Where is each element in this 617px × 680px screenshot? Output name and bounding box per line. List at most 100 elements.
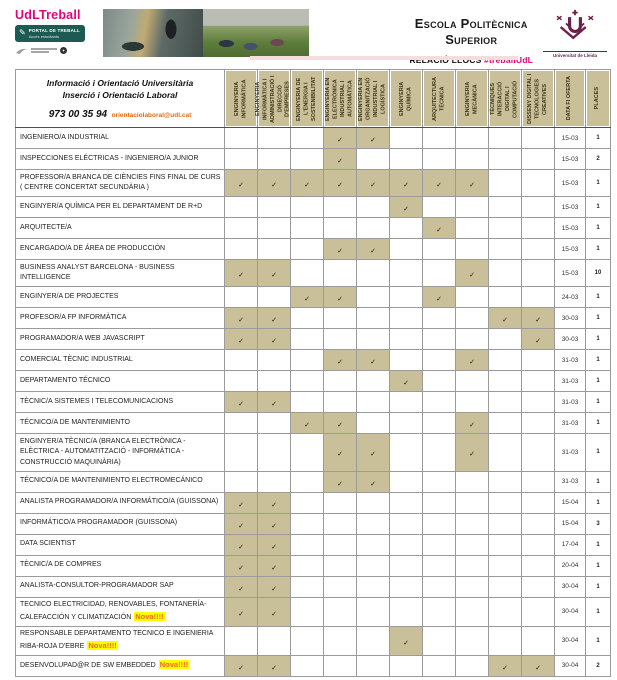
table-row: PROFESSOR/A BRANCA DE CIÈNCIES FINS FINA… (15, 169, 611, 197)
check-cell-empty (356, 148, 390, 170)
checkmark-icon: ✓ (469, 182, 475, 189)
check-cell-empty (389, 654, 423, 677)
check-cell-empty (389, 491, 423, 514)
check-cell-empty (356, 554, 390, 577)
table-row: ARQUITECTE/A ✓ 15-03 1 (15, 217, 611, 239)
offer-end-date: 24-03 (554, 286, 586, 308)
table-row: DEPARTAMENTO TÉCNICO ✓ 31-03 1 (15, 370, 611, 392)
check-cell-empty (323, 370, 357, 392)
offer-places: 1 (585, 596, 611, 627)
offers-table-body: INGENIERO/A INDUSTRIAL ✓ ✓ 15-03 1 INSPECCION… (15, 127, 611, 677)
checkmark-icon: ✓ (304, 422, 310, 429)
university-logo-block: Universitat de Lleida (543, 9, 607, 58)
checkmark-icon: ✓ (337, 158, 343, 165)
check-cell-empty (224, 370, 258, 392)
udl-treball-logo: UdLTreball (15, 8, 81, 22)
check-cell-checked: ✓ (521, 328, 555, 350)
table-row: PROGRAMADOR/A WEB JAVASCRIPT ✓ ✓ ✓ 30-03 1 (15, 328, 611, 350)
check-cell-checked: ✓ (389, 625, 423, 656)
check-cell-empty (521, 391, 555, 413)
check-cell-empty (356, 196, 390, 218)
checkmark-icon: ✓ (337, 296, 343, 303)
checkmark-icon: ✓ (271, 564, 277, 572)
offer-end-date: 31-03 (554, 470, 586, 493)
check-cell-empty (323, 391, 357, 413)
header-right: Escola Politècnica Superior RELACIÓ LLOC… (409, 9, 607, 65)
check-cell-empty (422, 127, 456, 149)
check-cell-checked: ✓ (422, 217, 456, 239)
check-cell-empty (290, 349, 324, 371)
offer-title: COMERCIAL TÈCNIC INDUSTRIAL (20, 355, 133, 363)
checkmark-icon: ✓ (337, 422, 343, 429)
offer-title-cell: RESPONSABLE DEPARTAMENTO TECNICO E INGEN… (15, 625, 225, 656)
check-cell-checked: ✓ (290, 286, 324, 308)
offer-places: 10 (585, 259, 611, 287)
check-cell-empty (389, 433, 423, 472)
check-cell-empty (521, 575, 555, 598)
offer-title-cell: ARQUITECTE/A (15, 217, 225, 239)
check-cell-empty (290, 238, 324, 260)
offer-title-cell: INSPECCIONES ELÉCTRICAS - INGENIERO/A JU… (15, 148, 225, 170)
checkmark-icon: ✓ (238, 501, 244, 509)
check-cell-checked: ✓ (290, 412, 324, 434)
check-cell-empty (224, 148, 258, 170)
checkmark-icon: ✓ (370, 248, 376, 255)
check-cell-empty (422, 654, 456, 677)
column-header-degree-1: Enginyeria Informàtica (224, 69, 258, 128)
table-row: RESPONSABLE DEPARTAMENTO TECNICO E INGEN… (15, 625, 611, 656)
offer-end-date: 15-03 (554, 196, 586, 218)
offer-places: 1 (585, 238, 611, 260)
check-cell-empty (356, 217, 390, 239)
check-cell-checked: ✓ (323, 148, 357, 170)
table-row: DESENVOLUPAD@R DE SW EMBEDDED Nova!!!! ✓ ✓ ✓… (15, 654, 611, 677)
column-header-degree-2: Enginyeria Informàtica i Administració i… (255, 69, 291, 128)
check-cell-empty (389, 259, 423, 287)
check-cell-empty (521, 286, 555, 308)
check-cell-empty (257, 127, 291, 149)
checkmark-icon: ✓ (271, 522, 277, 530)
offer-end-date: 31-03 (554, 433, 586, 472)
check-cell-empty (356, 491, 390, 514)
check-cell-empty (257, 148, 291, 170)
check-cell-empty (422, 307, 456, 329)
offer-title-cell: TÉCNICO/A DE MANTENIMIENTO (15, 412, 225, 434)
checkmark-icon: ✓ (370, 451, 376, 459)
check-cell-empty (389, 512, 423, 535)
column-header-label: Enginyeria Química (398, 81, 412, 116)
column-header-places: Places (585, 69, 611, 128)
offer-title: ARQUITECTE/A (20, 223, 72, 231)
table-row: PROFESOR/A FP INFORMÀTICA ✓ ✓ ✓ ✓ 30-03 1 (15, 307, 611, 329)
check-cell-checked: ✓ (356, 433, 390, 472)
check-cell-empty (521, 169, 555, 197)
check-cell-empty (521, 349, 555, 371)
check-cell-checked: ✓ (356, 127, 390, 149)
check-cell-empty (356, 391, 390, 413)
offer-end-date: 30-04 (554, 596, 586, 627)
check-cell-empty (290, 217, 324, 239)
offer-end-date: 15-03 (554, 169, 586, 197)
check-cell-empty (455, 554, 489, 577)
udl-mini-logo-text (31, 47, 57, 54)
check-cell-checked: ✓ (323, 470, 357, 493)
check-cell-empty (323, 554, 357, 577)
check-cell-empty (422, 412, 456, 434)
column-header-label: Arquitectura Tècnica (431, 76, 445, 121)
checkmark-icon: ✓ (271, 338, 277, 345)
check-cell-empty (455, 238, 489, 260)
check-cell-empty (290, 491, 324, 514)
offer-title-cell: ANALISTA PROGRAMADOR/A INFORMÁTICO/A (GU… (15, 491, 225, 514)
check-cell-checked: ✓ (257, 307, 291, 329)
checkmark-icon: ✓ (370, 137, 376, 144)
offer-places: 1 (585, 127, 611, 149)
checkmark-icon: ✓ (271, 182, 277, 189)
checkmark-icon: ✓ (370, 182, 376, 189)
check-cell-empty (521, 433, 555, 472)
offer-title: DEPARTAMENTO TÉCNICO (20, 376, 111, 384)
check-cell-empty (290, 328, 324, 350)
check-cell-empty (290, 470, 324, 493)
check-cell-checked: ✓ (224, 259, 258, 287)
checkmark-icon: ✓ (238, 564, 244, 572)
check-cell-empty (488, 238, 522, 260)
checkmark-icon: ✓ (238, 522, 244, 530)
